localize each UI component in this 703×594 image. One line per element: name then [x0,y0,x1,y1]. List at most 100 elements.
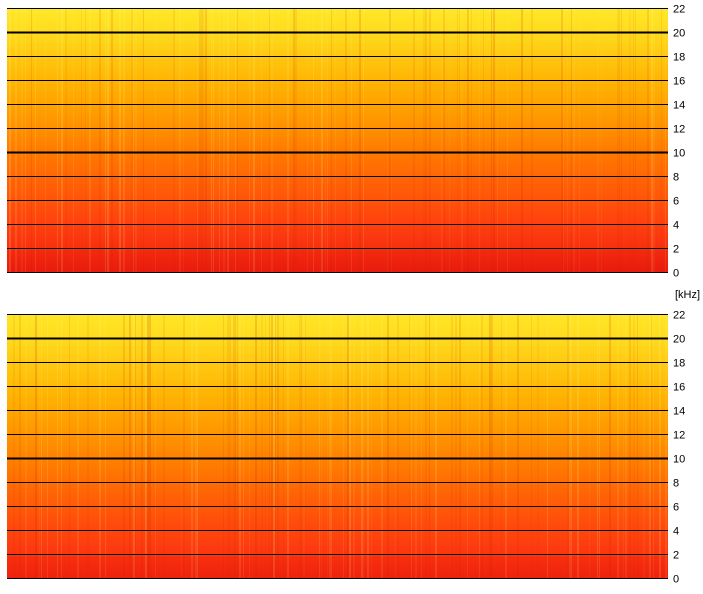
spectrogram-streak [409,314,410,578]
frequency-tick-labels: 0 2 4 6 8 10 12 14 16 18 20 22 [673,4,685,280]
spectrogram-streak [343,314,344,578]
y-tick-label: 6 [673,196,679,208]
spectrogram-streak [363,314,364,578]
spectrogram-streak [359,8,361,272]
spectrogram-streak [331,314,332,578]
spectrogram-streak [191,314,193,578]
spectrogram-streak [305,314,306,578]
spectrogram-streak [371,314,372,578]
spectrogram-streak [13,314,15,578]
spectrogram-streak [653,314,654,578]
spectrogram-streak [653,8,655,272]
spectrogram-streak [425,314,427,578]
spectrogram-streak [99,8,101,272]
y-tick-label: 16 [673,382,685,394]
spectrogram-streak [455,314,457,578]
spectrogram-streak [155,8,156,272]
y-tick-label: 18 [673,52,685,64]
spectrogram-streak [57,8,58,272]
y-tick-label: 16 [673,76,685,88]
spectrogram-streak [147,314,149,578]
spectrogram-streak [61,314,62,578]
spectrogram-streak [387,8,388,272]
frequency-grid [7,314,668,579]
spectrogram-streak [105,314,106,578]
spectrogram-streak [135,314,136,578]
y-tick-label: 14 [673,406,685,418]
spectrogram-streak [547,314,548,578]
spectrogram-streak [395,314,396,578]
spectrogram-streak [35,314,37,578]
y-tick-label: 4 [673,220,679,232]
spectrogram-streak [255,314,257,578]
spectrogram-streak [629,314,631,578]
spectrogram-streak [415,314,417,578]
low-frequency-band [7,556,668,578]
spectrogram-streak [361,314,363,578]
spectrogram-streak [567,314,569,578]
spectrogram-streak [421,314,422,578]
spectrogram-streak [625,314,627,578]
y-tick-label: 10 [673,454,685,466]
spectrogram-streak [423,8,425,272]
spectrogram-streak [441,8,443,272]
spectrogram-streak [489,314,491,578]
spectrogram-streak [235,8,236,272]
spectrogram-streak [249,8,250,272]
spectrogram-streak [163,314,165,578]
spectrogram-streak [325,8,326,272]
spectrogram-streak [129,314,131,578]
y-tick-label: 22 [673,310,685,322]
spectrogram-streak [223,8,225,272]
spectrogram-streak [459,314,461,578]
spectrogram-streak [85,8,86,272]
spectrogram-streak [649,314,651,578]
spectrogram-streak [65,8,67,272]
spectrogram-streak [197,8,198,272]
spectrogram-streak [481,314,483,578]
spectrogram-streak [597,314,598,578]
y-tick-label: 22 [673,4,685,16]
y-tick-label: 12 [673,124,685,136]
spectrogram-streak [237,314,238,578]
spectrogram-streak [77,314,79,578]
spectrogram-streak [265,314,266,578]
spectrogram-streak [179,8,181,272]
spectrogram-streak [597,8,599,272]
y-tick-label: 2 [673,244,679,256]
spectrogram-streak [435,314,437,578]
spectrogram-streak [81,8,82,272]
y-tick-label: 20 [673,28,685,40]
y-tick-label: 14 [673,100,685,112]
spectrogram-streak [609,314,611,578]
spectrogram-streak [335,8,336,272]
spectrogram-streak [45,8,46,272]
spectrogram-streak [227,314,229,578]
spectrogram-streak [155,314,156,578]
spectrogram-streak [271,314,273,578]
spectrogram-streak [567,8,568,272]
spectrogram-streak [471,8,472,272]
spectrogram-streak [327,8,328,272]
y-tick-label: 8 [673,478,679,490]
spectrogram-streak [321,8,323,272]
spectrogram-streak [143,8,144,272]
y-tick-label: 0 [673,268,679,280]
spectrogram-streak [633,314,635,578]
spectrogram-streak [181,314,182,578]
spectrogram-streak [219,8,220,272]
y-tick-label: 4 [673,526,679,538]
spectrogram-streak [133,8,134,272]
spectrogram-panel-bottom: 0 2 4 6 8 10 12 14 16 18 20 22 [7,310,685,586]
spectrogram-streak [491,314,493,578]
spectrogram-streak [9,8,11,272]
spectrogram-streak [599,314,600,578]
spectrogram-streak [261,8,262,272]
spectrogram-streak [89,8,91,272]
spectrogram-streak [233,314,235,578]
spectrogram-streak [201,8,203,272]
spectrogram-streak [303,314,305,578]
spectrogram-streak [277,314,279,578]
